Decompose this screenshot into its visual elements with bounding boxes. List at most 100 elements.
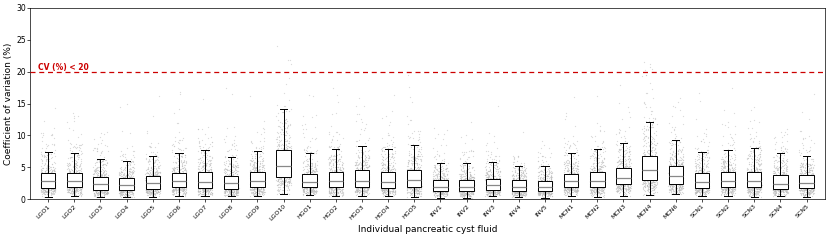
Point: [205, 184, 218, 188]
Point: [672, 178, 686, 182]
Point: [36, 159, 49, 163]
Point: [668, 178, 681, 182]
Point: [647, 116, 661, 120]
Point: [454, 183, 467, 187]
Point: [611, 169, 624, 173]
Point: [689, 134, 702, 138]
Point: [491, 185, 504, 189]
Point: [194, 194, 207, 198]
Point: [141, 190, 154, 194]
Point: [690, 179, 703, 183]
Point: [38, 185, 51, 189]
Point: [47, 180, 60, 184]
Point: [793, 193, 806, 197]
Point: [479, 186, 492, 190]
Point: [280, 182, 293, 186]
Point: [740, 176, 753, 180]
Point: [585, 186, 598, 190]
Point: [170, 183, 183, 187]
Point: [536, 186, 549, 190]
Point: [452, 185, 465, 189]
Point: [724, 87, 738, 90]
Point: [40, 185, 53, 189]
Point: [696, 184, 710, 188]
Point: [640, 168, 653, 172]
Point: [647, 169, 660, 172]
Point: [767, 165, 780, 169]
Point: [743, 183, 756, 187]
Point: [440, 128, 454, 132]
Point: [127, 185, 140, 189]
Point: [594, 183, 607, 187]
Point: [455, 185, 469, 189]
Point: [749, 179, 762, 183]
Point: [644, 180, 657, 184]
Point: [409, 182, 422, 186]
Point: [113, 182, 127, 186]
Point: [595, 165, 608, 169]
Point: [492, 188, 505, 192]
Point: [518, 183, 532, 187]
Point: [699, 175, 712, 179]
Point: [462, 190, 475, 194]
Point: [557, 136, 570, 140]
Point: [359, 182, 373, 186]
Point: [740, 175, 753, 179]
Point: [140, 175, 153, 179]
Point: [92, 180, 105, 184]
Point: [411, 154, 424, 158]
Point: [479, 178, 493, 182]
Point: [536, 177, 549, 181]
Point: [385, 144, 398, 148]
Point: [304, 166, 317, 169]
Point: [361, 165, 374, 169]
Point: [510, 171, 523, 175]
Point: [300, 145, 313, 149]
Point: [381, 185, 394, 189]
Point: [119, 164, 132, 167]
Point: [800, 190, 813, 194]
Point: [774, 140, 787, 144]
Point: [386, 193, 399, 196]
Point: [71, 188, 84, 191]
Point: [149, 184, 162, 188]
Point: [357, 177, 370, 181]
Point: [383, 184, 397, 188]
Point: [726, 180, 739, 183]
Point: [717, 178, 730, 182]
Point: [623, 179, 636, 183]
Point: [514, 179, 527, 183]
Point: [533, 146, 546, 150]
Point: [116, 185, 129, 189]
Point: [230, 176, 243, 179]
Point: [227, 188, 240, 192]
Point: [170, 165, 183, 169]
Point: [431, 190, 444, 194]
Point: [256, 178, 269, 182]
Point: [484, 182, 498, 186]
Point: [357, 166, 370, 170]
Point: [147, 189, 161, 193]
Point: [388, 177, 401, 181]
Point: [48, 171, 61, 175]
Point: [462, 187, 475, 191]
Point: [779, 164, 792, 168]
Point: [483, 185, 496, 189]
Point: [640, 169, 653, 173]
PathPatch shape: [537, 181, 551, 191]
Point: [617, 183, 630, 186]
Point: [557, 185, 570, 189]
Point: [595, 180, 609, 184]
Point: [222, 173, 235, 177]
Point: [217, 184, 230, 188]
Point: [329, 112, 342, 115]
Point: [171, 176, 184, 179]
Point: [485, 182, 498, 185]
Point: [539, 188, 552, 192]
Point: [230, 188, 243, 192]
Point: [99, 186, 113, 190]
Point: [409, 178, 422, 182]
Point: [220, 172, 233, 176]
Point: [455, 150, 469, 154]
Point: [584, 181, 597, 185]
